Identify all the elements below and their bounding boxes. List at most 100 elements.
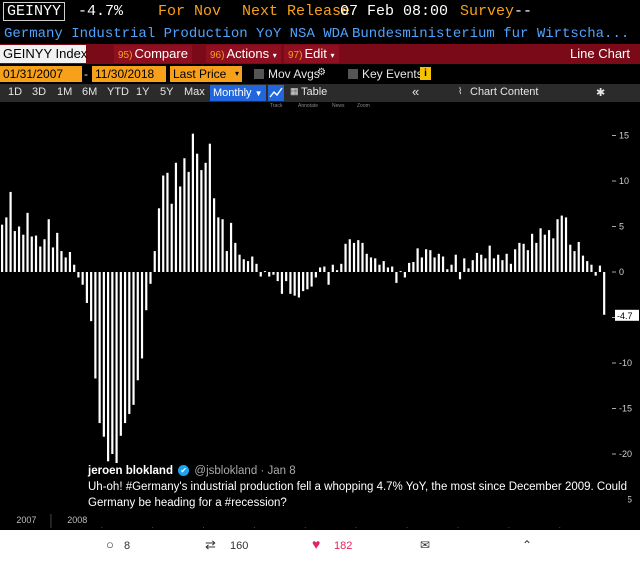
like-icon[interactable]: ♥ bbox=[312, 536, 321, 552]
bar bbox=[408, 262, 411, 272]
frequency-select[interactable]: Monthly ▼ bbox=[210, 85, 266, 101]
ticker-symbol[interactable]: GEINYY bbox=[3, 2, 66, 21]
y-tick-label: 0 bbox=[619, 267, 624, 277]
bar bbox=[13, 231, 16, 272]
bar bbox=[1, 224, 4, 272]
info-icon[interactable]: i bbox=[420, 67, 431, 80]
bar bbox=[259, 272, 262, 277]
tweet-author[interactable]: jeroen blokland bbox=[88, 465, 173, 477]
track-tool[interactable]: Track bbox=[270, 103, 283, 109]
edit-label: Edit bbox=[304, 46, 327, 61]
bar bbox=[420, 257, 423, 272]
bar bbox=[348, 239, 351, 272]
range-1m[interactable]: 1M bbox=[57, 86, 73, 98]
bar bbox=[119, 272, 122, 436]
reply-icon[interactable]: ○ bbox=[106, 537, 114, 552]
x-tick-label: 2008 bbox=[67, 515, 87, 525]
bar bbox=[327, 272, 330, 285]
survey-value: -- bbox=[514, 3, 533, 20]
tweet-actions-bar: ○ 8 ⇄ 160 ♥ 182 ✉ ⌃ bbox=[0, 530, 640, 564]
retweet-icon[interactable]: ⇄ bbox=[205, 537, 216, 552]
chart-type-label[interactable]: Line Chart bbox=[570, 46, 630, 61]
bar bbox=[98, 272, 101, 424]
bar bbox=[196, 153, 199, 272]
bar bbox=[526, 250, 529, 272]
tweet-handle[interactable]: @jsblokland bbox=[194, 465, 258, 477]
bar bbox=[564, 217, 568, 272]
collapse-icon[interactable]: « bbox=[412, 84, 420, 99]
gear-icon[interactable]: ✱ bbox=[596, 87, 606, 99]
last-value: -4.7% bbox=[78, 3, 124, 20]
bar bbox=[441, 256, 445, 272]
range-1y[interactable]: 1Y bbox=[136, 86, 150, 98]
bar bbox=[569, 244, 572, 272]
bar bbox=[522, 243, 525, 272]
bar bbox=[102, 272, 105, 437]
bar bbox=[64, 257, 67, 272]
bar bbox=[157, 208, 161, 272]
bar bbox=[425, 249, 428, 272]
range-3d[interactable]: 3D bbox=[32, 86, 47, 98]
key-events-checkbox[interactable] bbox=[348, 69, 358, 79]
start-date-field[interactable]: 01/31/2007 bbox=[0, 66, 82, 82]
bar bbox=[145, 272, 148, 311]
share-icon[interactable]: ⌃ bbox=[522, 538, 533, 552]
index-label[interactable]: GEINYY Index bbox=[0, 45, 87, 63]
range-6m[interactable]: 6M bbox=[82, 86, 98, 98]
actions-button[interactable]: 96) Actions ▾ bbox=[206, 45, 281, 63]
news-tool[interactable]: News bbox=[332, 103, 345, 109]
range-5y[interactable]: 5Y bbox=[160, 86, 174, 98]
range-selector: 1D 3D 1M 6M YTD 1Y 5Y Max Monthly ▼ ▦ Ta… bbox=[0, 84, 640, 102]
last-value-marker: -4.7 bbox=[615, 309, 639, 321]
bar bbox=[581, 255, 585, 272]
bar bbox=[229, 222, 233, 272]
bar bbox=[437, 253, 440, 272]
next-release-time: 07 Feb 08:00 bbox=[340, 3, 449, 20]
range-max[interactable]: Max bbox=[184, 86, 205, 98]
bar bbox=[136, 272, 139, 381]
bar bbox=[374, 258, 377, 272]
compare-button[interactable]: 95) Compare bbox=[114, 45, 192, 63]
actions-number: 96) bbox=[210, 50, 225, 61]
bar bbox=[331, 264, 334, 272]
bar bbox=[310, 272, 313, 287]
tweet-date[interactable]: Jan 8 bbox=[267, 465, 296, 477]
range-1d[interactable]: 1D bbox=[8, 86, 23, 98]
zoom-tool[interactable]: Zoom bbox=[357, 103, 370, 109]
bar bbox=[81, 272, 84, 285]
message-icon[interactable]: ✉ bbox=[420, 538, 431, 552]
bar bbox=[323, 266, 326, 272]
bar bbox=[590, 264, 593, 272]
range-ytd[interactable]: YTD bbox=[107, 86, 129, 98]
settings-icon[interactable]: ⚙ bbox=[317, 67, 326, 78]
bar bbox=[208, 143, 211, 272]
bar bbox=[140, 272, 144, 359]
bar bbox=[34, 235, 38, 272]
bar bbox=[39, 246, 42, 272]
mov-avgs-checkbox[interactable] bbox=[254, 69, 264, 79]
bar bbox=[492, 258, 496, 272]
bar bbox=[56, 232, 59, 272]
table-button[interactable]: Table bbox=[301, 86, 328, 98]
bar bbox=[403, 272, 406, 278]
function-toolbar: GEINYY Index 95) Compare 96) Actions ▾ 97)… bbox=[0, 44, 640, 64]
line-chart-icon[interactable] bbox=[268, 85, 284, 101]
edit-button[interactable]: 97) Edit ▾ bbox=[284, 45, 339, 63]
chevron-down-icon: ▾ bbox=[234, 69, 239, 78]
bar bbox=[467, 268, 470, 272]
price-field-select[interactable]: Last Price ▾ bbox=[170, 66, 242, 82]
bar bbox=[560, 215, 563, 272]
bar bbox=[335, 270, 339, 272]
bar bbox=[22, 234, 25, 272]
annotate-tool[interactable]: Annotate bbox=[298, 103, 319, 109]
date-separator: - bbox=[84, 67, 88, 81]
bar bbox=[149, 272, 152, 284]
bar bbox=[382, 261, 385, 272]
bar bbox=[365, 253, 368, 272]
bar bbox=[60, 251, 63, 272]
end-date-field[interactable]: 11/30/2018 bbox=[92, 66, 166, 82]
chart-content-button[interactable]: Chart Content bbox=[470, 86, 539, 98]
bar bbox=[153, 251, 156, 272]
bar bbox=[475, 252, 479, 272]
